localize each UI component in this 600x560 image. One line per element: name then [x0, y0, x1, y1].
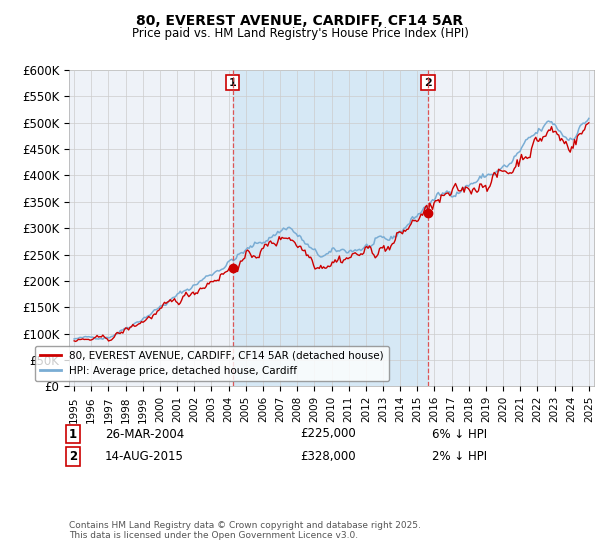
Text: 80, EVEREST AVENUE, CARDIFF, CF14 5AR: 80, EVEREST AVENUE, CARDIFF, CF14 5AR — [136, 14, 464, 28]
Text: 1: 1 — [69, 427, 77, 441]
Bar — [233, 70, 428, 386]
Text: 2% ↓ HPI: 2% ↓ HPI — [432, 450, 487, 463]
Text: 2: 2 — [69, 450, 77, 463]
Text: 6% ↓ HPI: 6% ↓ HPI — [432, 427, 487, 441]
Text: 26-MAR-2004: 26-MAR-2004 — [105, 427, 184, 441]
Text: 14-AUG-2015: 14-AUG-2015 — [105, 450, 184, 463]
Text: 2: 2 — [424, 78, 432, 88]
Legend: 80, EVEREST AVENUE, CARDIFF, CF14 5AR (detached house), HPI: Average price, deta: 80, EVEREST AVENUE, CARDIFF, CF14 5AR (d… — [35, 346, 389, 381]
Text: 1: 1 — [229, 78, 236, 88]
Text: Price paid vs. HM Land Registry's House Price Index (HPI): Price paid vs. HM Land Registry's House … — [131, 27, 469, 40]
Text: £225,000: £225,000 — [300, 427, 356, 441]
Text: Contains HM Land Registry data © Crown copyright and database right 2025.
This d: Contains HM Land Registry data © Crown c… — [69, 521, 421, 540]
Text: £328,000: £328,000 — [300, 450, 356, 463]
